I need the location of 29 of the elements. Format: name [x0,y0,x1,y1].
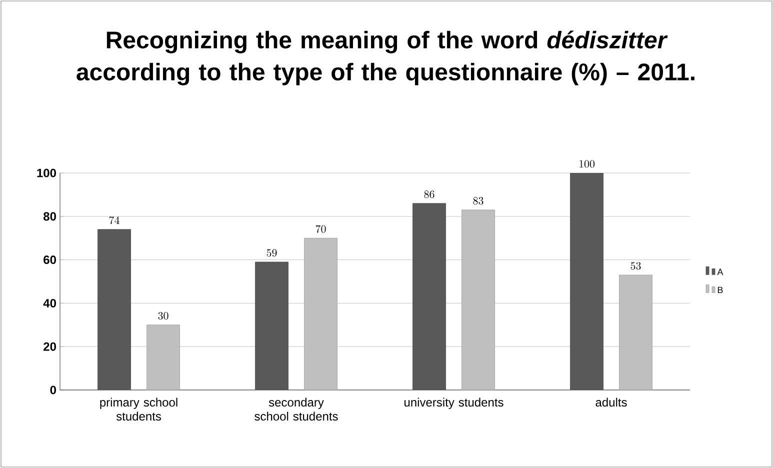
x-tick-label: university students [404,398,504,409]
y-tick-label: 40 [43,298,56,308]
y-tick-label: 100 [37,168,56,178]
x-tick-label: secondary school students [254,398,338,421]
data-label: 86 [424,190,434,198]
bar [619,274,652,390]
bar [146,324,180,390]
data-label: 100 [580,160,595,168]
bar [570,172,604,390]
y-tick-label: 60 [44,256,56,264]
data-label: 74 [109,216,120,224]
y-tick-label: 0 [50,386,56,394]
data-label: 53 [630,262,641,270]
data-label: 59 [266,249,277,257]
y-tick-label: 20 [44,342,56,351]
data-label: 83 [473,197,484,205]
x-tick-label: adults [596,398,627,407]
data-label: 70 [316,225,326,233]
bar [304,238,338,390]
data-label: 30 [158,312,168,320]
bar [462,210,495,390]
y-tick-label: 80 [44,212,56,221]
legend-label: A [717,268,724,275]
bar [255,262,288,390]
chart-title: Recognizing the meaning of the word dédiszitter according to the type of the questionnaire (%) – 2011. [76,30,694,86]
bar [98,229,131,390]
legend-label: B [718,286,723,294]
bar [412,203,446,390]
x-tick-label: primary school students [100,398,178,421]
